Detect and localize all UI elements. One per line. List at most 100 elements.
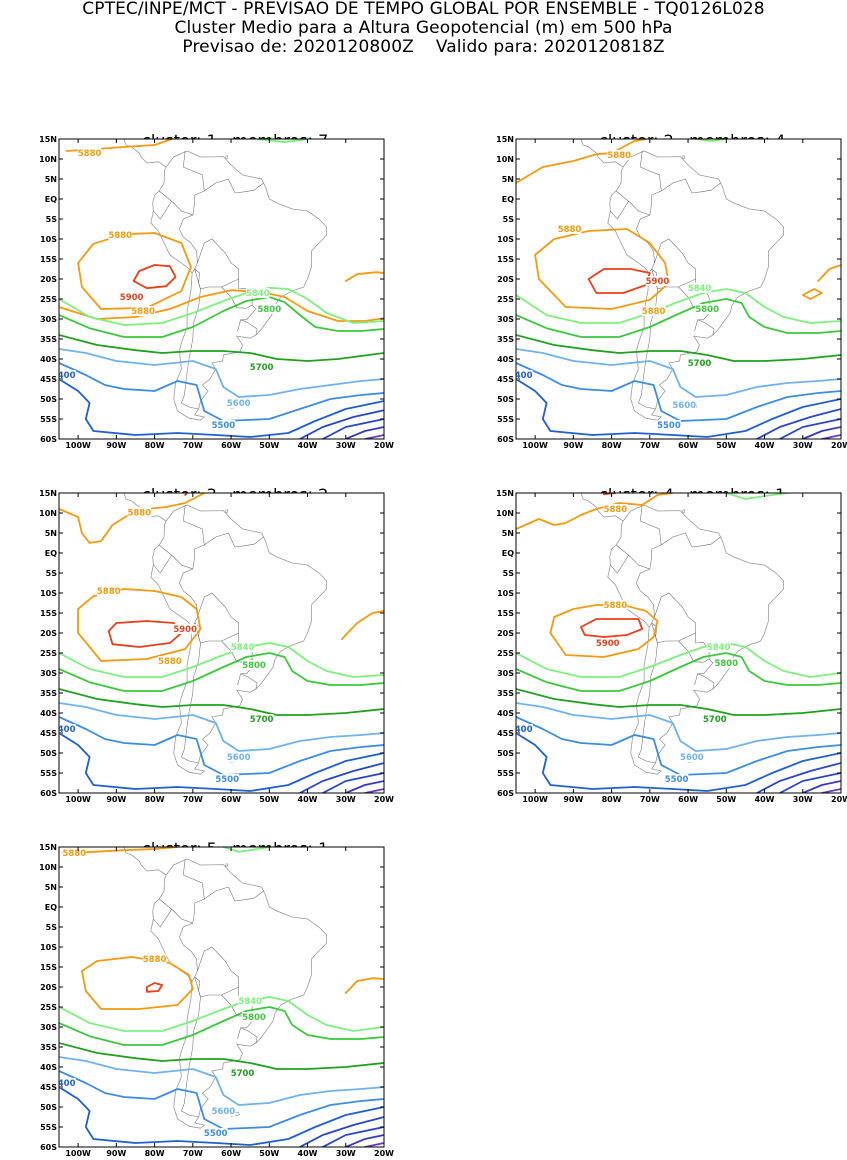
contour-5880 (516, 139, 652, 184)
contour-label-bg (516, 724, 533, 734)
country-border (610, 554, 630, 574)
geopotential-map: 5880 5880 5900 5840 5800 5700 5600 5500 400 15N 10… (496, 489, 847, 804)
lon-tick-label: 70W (183, 441, 203, 450)
contour-5840 (725, 493, 789, 500)
lon-tick-label: 90W (563, 441, 583, 450)
lat-tick-label: 25S (40, 649, 57, 658)
country-border (153, 200, 173, 220)
coastline-island (204, 125, 210, 127)
lon-tick-label: 30W (336, 1149, 356, 1158)
contour-label-bg (226, 752, 251, 762)
contour-5880 (81, 956, 194, 1010)
lat-tick-label: 10N (39, 509, 57, 518)
lon-tick-label: 20W (831, 441, 847, 450)
lat-tick-label: 10S (40, 235, 57, 244)
contour-label-bg (96, 586, 121, 596)
contour-deep1 (756, 408, 841, 439)
country-border (240, 673, 258, 690)
contour-label-5600: 5600 (227, 399, 251, 409)
coastline-central-america (123, 493, 167, 522)
contour-5840 (516, 642, 841, 678)
lat-tick-label: 15S (40, 609, 57, 618)
contour-label-bg (249, 362, 274, 372)
lat-tick-label: 5N (45, 529, 57, 538)
contour-5880 (516, 493, 674, 530)
lon-tick-label: 80W (145, 1149, 165, 1158)
lon-tick-label: 90W (106, 1149, 126, 1158)
lat-tick-label: 5N (45, 883, 57, 892)
contour-label-5900: 5900 (173, 625, 197, 635)
map-content: 5880 5880 5900 5840 5800 5700 5600 5500 400 (516, 493, 841, 793)
lat-tick-label: 20S (40, 629, 57, 638)
contour-5880 (534, 228, 670, 310)
lat-tick-label: EQ (45, 195, 57, 204)
contour-label-5800: 5800 (257, 305, 281, 315)
country-border (694, 658, 714, 686)
contour-5700 (516, 688, 841, 716)
coastline-island (224, 509, 229, 514)
lat-tick-label: 5S (503, 569, 515, 578)
contour-5880 (344, 977, 384, 994)
contour-label-5880: 5880 (642, 307, 666, 317)
contour-label-bg (641, 306, 666, 316)
contour-label-bg (714, 658, 739, 668)
lat-tick-label: 15S (40, 255, 57, 264)
contour-label-bg (230, 1068, 255, 1078)
lon-tick-label: 20W (831, 795, 847, 804)
contour-label-5500: 5500 (215, 775, 239, 785)
contour-label-5500: 5500 (665, 775, 689, 785)
lat-tick-label: 5N (502, 529, 514, 538)
contour-label-bg (77, 148, 102, 158)
map-background (59, 139, 384, 439)
contour-5700 (59, 334, 384, 362)
contour-5500 (516, 362, 841, 422)
contour-5400 (516, 378, 841, 438)
lon-tick-label: 40W (755, 441, 775, 450)
lon-tick-label: 40W (298, 441, 318, 450)
contour-label-5400: 400 (515, 371, 533, 381)
country-border (697, 673, 715, 690)
country-border (228, 532, 264, 548)
lon-tick-label: 40W (755, 795, 775, 804)
contour-label-5400: 400 (58, 725, 76, 735)
country-border (194, 946, 239, 998)
contour-label-bg (203, 1128, 228, 1138)
lon-tick-label: 50W (716, 441, 736, 450)
contour-deep3 (821, 788, 841, 793)
lat-tick-label: 20S (40, 983, 57, 992)
lat-tick-label: 50S (40, 749, 57, 758)
contour-deep2 (344, 780, 384, 793)
contour-label-5880: 5880 (607, 151, 631, 161)
coastline-south-america (607, 504, 784, 775)
contour-label-5900: 5900 (646, 277, 670, 287)
contour-label-bg (62, 848, 87, 858)
country-border (194, 238, 239, 290)
lat-tick-label: 15N (39, 489, 57, 498)
lon-tick-label: 70W (640, 441, 660, 450)
contour-5700 (59, 688, 384, 716)
contour-label-5880: 5880 (604, 601, 628, 611)
lon-tick-label: 40W (298, 1149, 318, 1158)
contour-5800 (59, 652, 384, 692)
lat-tick-label: 10N (39, 863, 57, 872)
lon-tick-label: 60W (678, 441, 698, 450)
lon-tick-label: 100W (65, 795, 91, 804)
lat-tick-label: 60S (40, 435, 57, 444)
lat-tick-label: 30S (497, 315, 514, 324)
contour-deep2 (344, 426, 384, 439)
contour-label-5400: 400 (58, 1079, 76, 1089)
contour-deep1 (778, 418, 841, 439)
contour-label-5880: 5880 (558, 225, 582, 235)
map-content: 5880 5880 5900 5880 5840 5800 5700 5600 5500 400 (59, 125, 384, 439)
lon-tick-label: 30W (793, 441, 813, 450)
contour-label-5600: 5600 (212, 1107, 236, 1117)
lat-tick-label: 15S (497, 255, 514, 264)
contour-5880 (549, 604, 659, 658)
contour-label-5600: 5600 (227, 753, 251, 763)
contour-label-bg (664, 774, 689, 784)
lon-tick-label: 90W (106, 441, 126, 450)
lon-tick-label: 60W (221, 1149, 241, 1158)
contour-label-5700: 5700 (703, 715, 727, 725)
lon-tick-label: 60W (221, 441, 241, 450)
lat-tick-label: 5S (46, 569, 58, 578)
